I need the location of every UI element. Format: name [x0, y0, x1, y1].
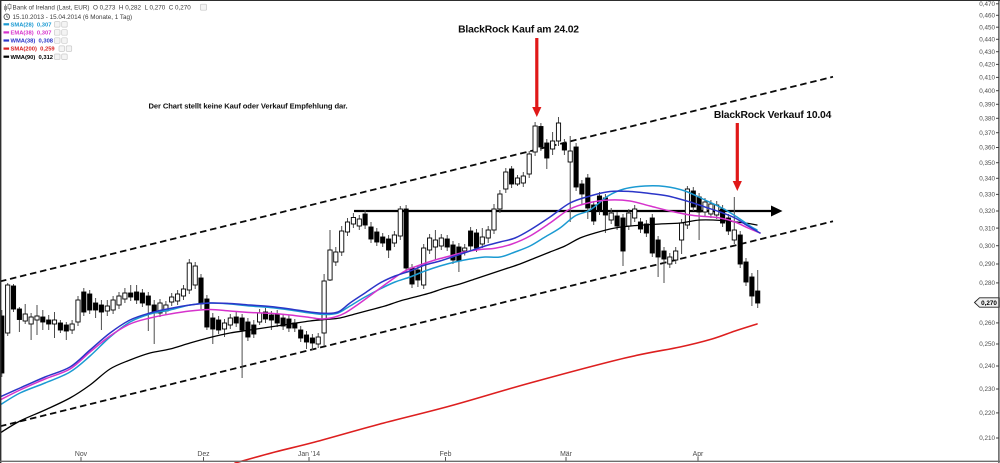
svg-text:Mär: Mär — [560, 451, 573, 458]
svg-text:SMA(200) 0,259: SMA(200) 0,259 — [11, 47, 56, 53]
svg-text:0,460: 0,460 — [979, 13, 995, 20]
svg-text:Der Chart stellt keine Kauf od: Der Chart stellt keine Kauf oder Verkauf… — [149, 101, 348, 110]
svg-text:0,300: 0,300 — [979, 243, 995, 250]
svg-text:BlackRock Verkauf 10.04: BlackRock Verkauf 10.04 — [714, 110, 832, 121]
svg-text:Apr: Apr — [693, 451, 704, 458]
svg-text:0,210: 0,210 — [979, 435, 995, 442]
svg-text:0,250: 0,250 — [979, 341, 995, 348]
svg-text:0,440: 0,440 — [979, 37, 995, 44]
svg-text:0,360: 0,360 — [979, 145, 995, 152]
svg-text:0,220: 0,220 — [979, 410, 995, 417]
svg-text:0,420: 0,420 — [979, 62, 995, 69]
svg-text:WMA(38) 0,308: WMA(38) 0,308 — [11, 39, 54, 45]
svg-text:WMA(90) 0,312: WMA(90) 0,312 — [11, 55, 54, 61]
svg-text:0,240: 0,240 — [979, 363, 995, 370]
svg-text:0,380: 0,380 — [979, 116, 995, 123]
svg-text:0,450: 0,450 — [979, 24, 995, 31]
svg-text:0,430: 0,430 — [979, 49, 995, 56]
svg-text:Feb: Feb — [440, 451, 452, 458]
svg-text:0,350: 0,350 — [979, 160, 995, 167]
svg-text:0,340: 0,340 — [979, 176, 995, 183]
svg-text:0,400: 0,400 — [979, 88, 995, 95]
svg-text:15.10.2013 - 15.04.2014 (6 Mon: 15.10.2013 - 15.04.2014 (6 Monate, 1 Tag… — [13, 14, 133, 21]
svg-text:0,410: 0,410 — [979, 75, 995, 82]
svg-text:0,470: 0,470 — [979, 1, 995, 8]
svg-text:SMA(28) 0,307: SMA(28) 0,307 — [11, 22, 52, 28]
svg-text:0,260: 0,260 — [979, 320, 995, 327]
svg-text:0,230: 0,230 — [979, 386, 995, 393]
svg-text:0,330: 0,330 — [979, 192, 995, 199]
svg-text:Jan ’14: Jan ’14 — [298, 451, 320, 458]
svg-text:0,270: 0,270 — [981, 300, 997, 307]
svg-text:0,390: 0,390 — [979, 102, 995, 109]
svg-text:EMA(38) 0,307: EMA(38) 0,307 — [11, 31, 52, 37]
svg-text:0,370: 0,370 — [979, 130, 995, 137]
svg-text:0,320: 0,320 — [979, 208, 995, 215]
svg-text:0,280: 0,280 — [979, 280, 995, 287]
svg-text:0,290: 0,290 — [979, 261, 995, 268]
svg-text:Nov: Nov — [75, 451, 88, 458]
svg-text:BlackRock Kauf am 24.02: BlackRock Kauf am 24.02 — [458, 24, 579, 35]
svg-text:Dez: Dez — [197, 451, 210, 458]
svg-text:Bank of Ireland (Last, EUR) O: Bank of Ireland (Last, EUR) O 0,273 H 0,… — [13, 5, 192, 12]
svg-text:0,310: 0,310 — [979, 225, 995, 232]
